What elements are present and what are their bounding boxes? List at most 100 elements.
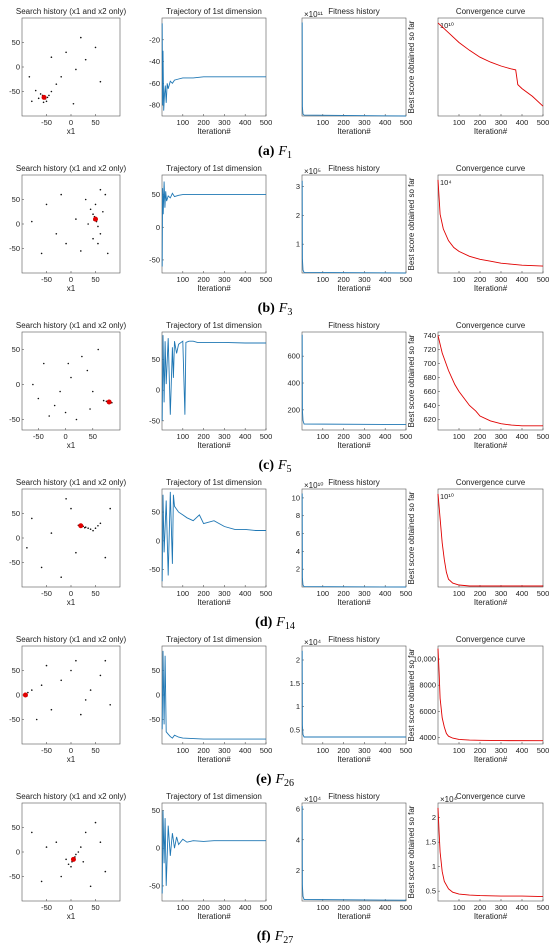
- scatter-point: [99, 80, 102, 83]
- scatter-point: [67, 863, 70, 866]
- scatter-point: [75, 551, 77, 554]
- y-tick-label: 2: [296, 866, 300, 875]
- scatter-point: [35, 718, 38, 721]
- axes-box: [437, 174, 544, 274]
- x-tick-label: 50: [89, 432, 97, 441]
- y-axis-label: Best score obtained so far: [407, 491, 416, 584]
- x-tick-label: 500: [537, 903, 550, 912]
- scatter-point: [34, 89, 37, 92]
- y-tick-label: 50: [12, 823, 20, 832]
- scatter-point: [60, 576, 62, 578]
- scatter-point: [59, 390, 61, 393]
- scatter-point: [75, 659, 77, 662]
- y-axis-label: x2: [0, 847, 2, 856]
- x-axis-label: x1: [67, 912, 76, 921]
- best-position-marker: [106, 399, 112, 405]
- scatter-point: [104, 556, 107, 559]
- x-tick-label: 100: [177, 903, 190, 912]
- scatter-point: [99, 188, 102, 191]
- y-tick-label: 0: [156, 223, 160, 232]
- scatter-point: [94, 46, 97, 49]
- convergence-plot: Convergence curve 100 200 300 400 500 740 720 70…: [407, 321, 549, 450]
- x-tick-label: 300: [218, 275, 231, 284]
- y-tick-label: 600: [287, 352, 300, 361]
- fitness-title: Fitness history: [328, 792, 380, 801]
- x-tick-label: 400: [379, 903, 392, 912]
- axes-box: [161, 174, 267, 274]
- scatter-point: [42, 362, 45, 365]
- y-tick-label: -80: [149, 101, 160, 110]
- y-tick-label: 50: [12, 666, 20, 675]
- y-tick-label: -50: [149, 565, 160, 574]
- y-tick-label: 720: [423, 345, 436, 354]
- y-tick-label: -20: [149, 35, 160, 44]
- best-position-marker: [22, 692, 28, 698]
- scatter-point: [65, 858, 67, 861]
- y-axis-label: Best score obtained so far: [407, 334, 416, 427]
- search-title: Search history (x1 and x2 only): [16, 321, 127, 330]
- scatter-point: [31, 831, 33, 834]
- series-line: [161, 650, 266, 740]
- scatter-point: [83, 526, 86, 529]
- y-tick-label: 10⁴: [440, 178, 452, 187]
- scatter-point: [89, 689, 92, 691]
- scatter-point: [40, 252, 43, 255]
- y-tick-label: 700: [423, 359, 436, 368]
- axes-box: [21, 331, 121, 431]
- y-tick-label: 0: [156, 691, 160, 700]
- x-tick-label: 0: [69, 903, 73, 912]
- x-axis-label: x1: [67, 598, 76, 607]
- scatter-point: [46, 96, 49, 99]
- y-tick-label: 50: [152, 666, 160, 675]
- y-tick-label: -50: [149, 881, 160, 890]
- x-tick-label: 400: [379, 589, 392, 598]
- x-tick-label: 100: [453, 432, 466, 441]
- x-tick-label: 100: [177, 432, 190, 441]
- scatter-point: [75, 853, 77, 856]
- axes-box: [437, 802, 544, 902]
- x-tick-label: 500: [260, 903, 273, 912]
- panel-c: Search history (x1 and x2 only)-50 0 50500…: [0, 321, 549, 475]
- x-tick-label: 200: [197, 118, 210, 127]
- x-axis-label: Iteration#: [197, 755, 231, 764]
- panel-d: Search history (x1 and x2 only)-50 0 50500…: [0, 478, 549, 632]
- y-tick-label: 0: [156, 536, 160, 545]
- x-axis-label: Iteration#: [474, 598, 508, 607]
- x-tick-label: 500: [400, 118, 413, 127]
- exponent-label: ×10¹¹: [304, 10, 323, 19]
- x-tick-label: 200: [474, 589, 487, 598]
- y-tick-label: 4000: [419, 733, 436, 742]
- fitness-title: Fitness history: [328, 321, 380, 330]
- x-tick-label: 200: [474, 432, 487, 441]
- x-tick-label: 200: [474, 903, 487, 912]
- scatter-point: [40, 566, 43, 569]
- y-tick-label: 10¹⁰: [440, 492, 454, 501]
- axes-box: [437, 331, 544, 431]
- x-axis-label: x1: [67, 441, 76, 450]
- scatter-point: [84, 58, 87, 61]
- x-tick-label: 100: [177, 118, 190, 127]
- x-tick-label: 200: [337, 118, 350, 127]
- axes-box: [161, 645, 267, 745]
- y-tick-label: 0: [16, 63, 20, 72]
- y-tick-label: 50: [12, 38, 20, 47]
- scatter-point: [84, 198, 87, 201]
- x-tick-label: 50: [91, 589, 99, 598]
- scatter-point: [80, 250, 82, 252]
- axes-box: [301, 488, 407, 588]
- scatter-point: [89, 885, 92, 888]
- trajectory-title: Trajectory of 1st dimension: [166, 635, 262, 644]
- y-axis-label: Best score obtained so far: [407, 177, 416, 270]
- x-tick-label: 400: [516, 118, 529, 127]
- y-axis-label: Best score obtained so far: [407, 805, 416, 898]
- axes-box: [21, 174, 121, 274]
- search-plot: Search history (x1 and x2 only) -50 0 50 50 0…: [0, 321, 126, 450]
- axes-box: [161, 331, 267, 431]
- best-position-marker: [70, 856, 76, 862]
- search-plot: Search history (x1 and x2 only) -50 0 50 50 0…: [0, 792, 126, 921]
- x-tick-label: 300: [358, 746, 371, 755]
- trajectory-plot: Trajectory of 1st dimension 100 200 300 400 5…: [149, 7, 272, 136]
- x-tick-label: 0: [69, 275, 73, 284]
- y-tick-label: 3: [296, 182, 300, 191]
- scatter-point: [50, 708, 53, 711]
